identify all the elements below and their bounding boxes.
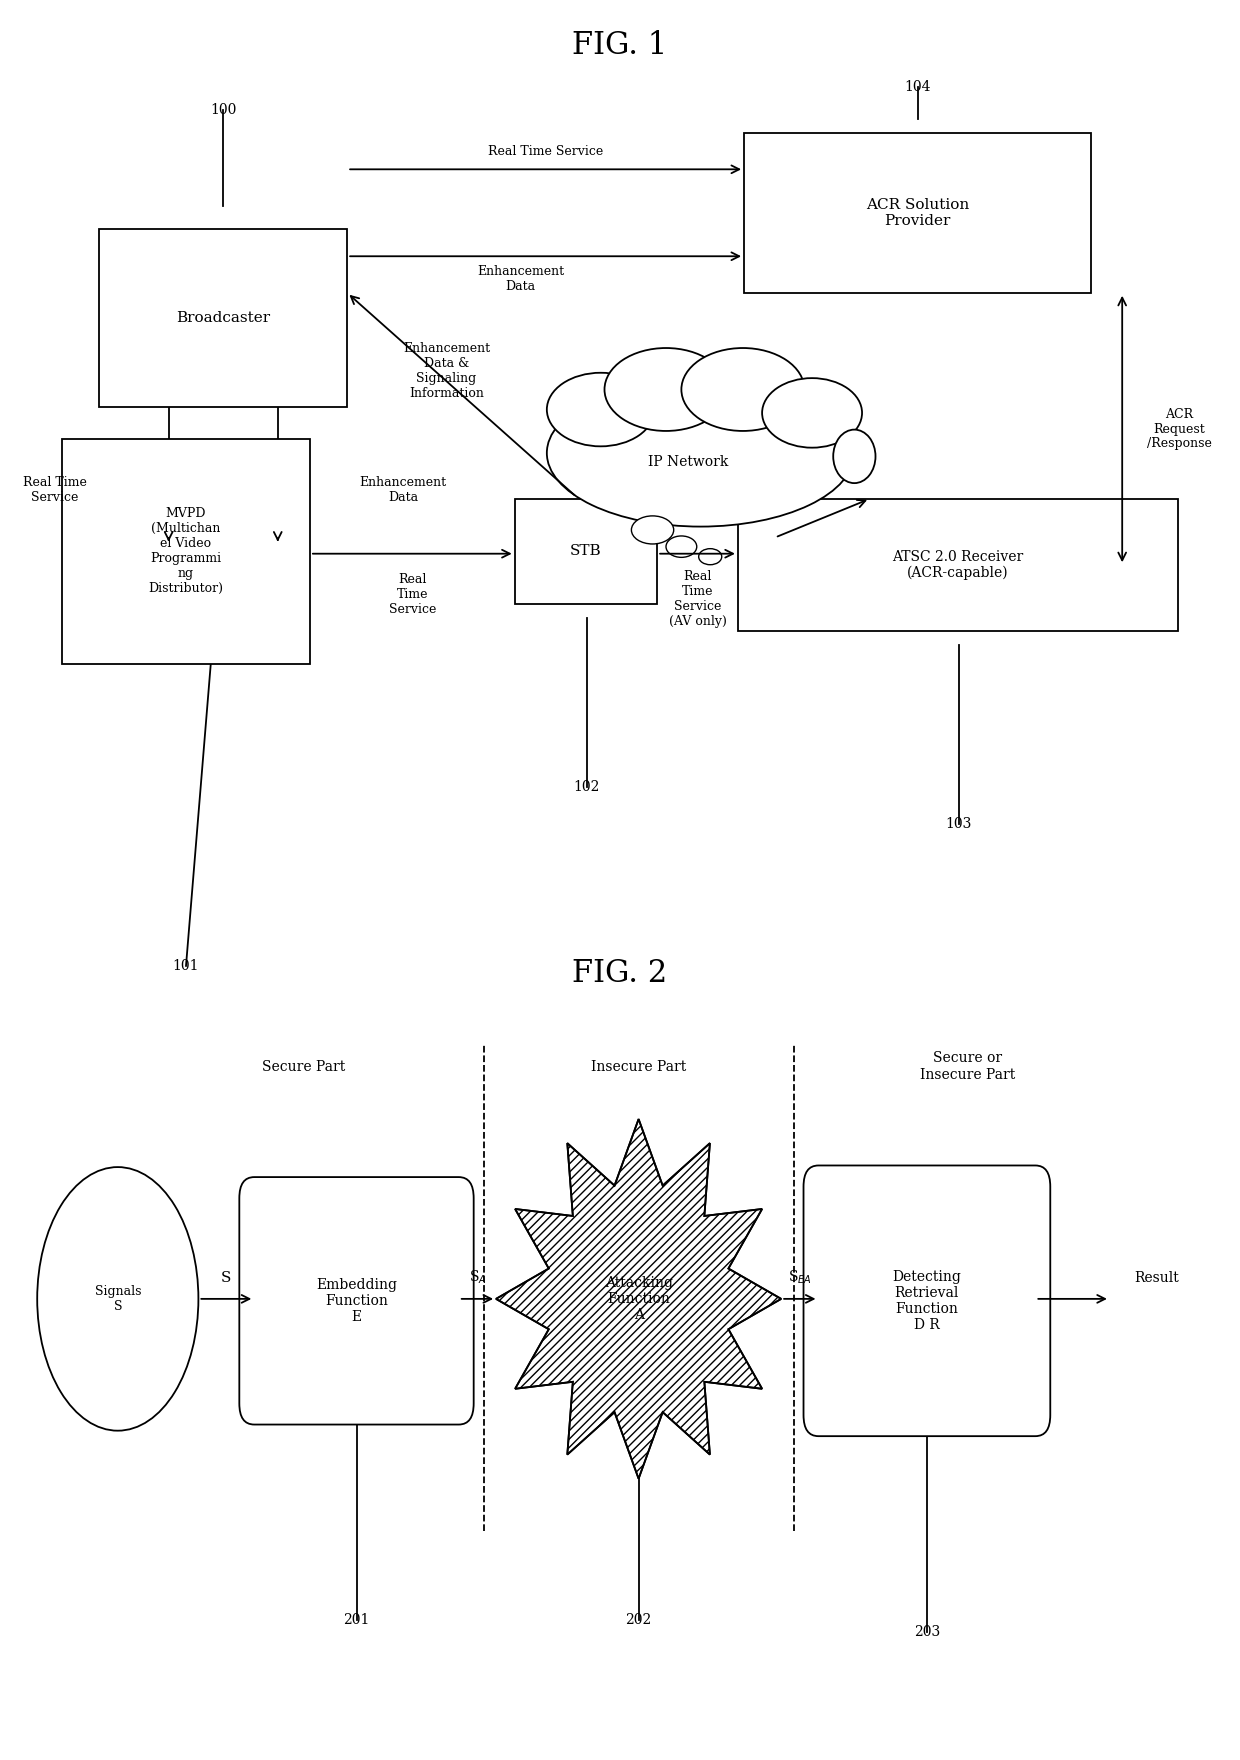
Bar	[62, 440, 310, 664]
Text: 201: 201	[343, 1614, 370, 1628]
Text: FIG. 2: FIG. 2	[573, 957, 667, 989]
Text: Real Time
Service: Real Time Service	[22, 475, 87, 503]
Text: 203: 203	[914, 1624, 940, 1639]
Ellipse shape	[547, 380, 854, 526]
Text: S: S	[221, 1271, 232, 1285]
Text: Enhancement
Data: Enhancement Data	[360, 475, 446, 503]
Bar	[738, 498, 1178, 632]
Ellipse shape	[682, 348, 805, 431]
Text: 102: 102	[573, 780, 600, 794]
FancyBboxPatch shape	[804, 1165, 1050, 1436]
Text: Real Time Service: Real Time Service	[489, 144, 603, 157]
Text: Embedding
Function
E: Embedding Function E	[316, 1278, 397, 1324]
Text: Result: Result	[1135, 1271, 1179, 1285]
Text: S$_A$: S$_A$	[469, 1269, 486, 1287]
Text: ATSC 2.0 Receiver
(ACR-capable): ATSC 2.0 Receiver (ACR-capable)	[893, 549, 1023, 581]
Text: FIG. 1: FIG. 1	[573, 30, 667, 62]
Text: 202: 202	[625, 1614, 652, 1628]
Text: Secure or
Insecure Part: Secure or Insecure Part	[920, 1051, 1014, 1082]
Text: 103: 103	[945, 817, 972, 831]
Bar	[515, 498, 657, 604]
Ellipse shape	[631, 516, 673, 544]
Ellipse shape	[604, 348, 728, 431]
Bar	[99, 229, 347, 407]
Polygon shape	[496, 1119, 781, 1478]
Text: Signals
S: Signals S	[94, 1285, 141, 1313]
Text: IP Network: IP Network	[649, 454, 728, 468]
Text: ACR Solution
Provider: ACR Solution Provider	[866, 197, 970, 227]
Text: Enhancement
Data: Enhancement Data	[477, 266, 564, 294]
Text: 100: 100	[210, 102, 237, 116]
Ellipse shape	[37, 1167, 198, 1431]
Text: Broadcaster: Broadcaster	[176, 312, 270, 326]
Text: Insecure Part: Insecure Part	[591, 1060, 686, 1074]
Text: Attacking
Function
A: Attacking Function A	[605, 1276, 672, 1322]
Text: MVPD
(Multichan
el Video
Programmi
ng
Distributor): MVPD (Multichan el Video Programmi ng Di…	[149, 507, 223, 595]
Ellipse shape	[833, 429, 875, 482]
Text: Real
Time
Service
(AV only): Real Time Service (AV only)	[668, 570, 727, 628]
Text: Real
Time
Service: Real Time Service	[388, 574, 436, 616]
Text: Detecting
Retrieval
Function
D R: Detecting Retrieval Function D R	[893, 1269, 961, 1332]
Ellipse shape	[698, 549, 722, 565]
Text: S$_{EA}$: S$_{EA}$	[787, 1269, 812, 1287]
Text: Enhancement
Data &
Signaling
Information: Enhancement Data & Signaling Information	[403, 341, 490, 400]
Text: ACR
Request
/Response: ACR Request /Response	[1147, 408, 1211, 451]
Bar	[744, 132, 1091, 292]
FancyBboxPatch shape	[239, 1177, 474, 1424]
Text: STB: STB	[570, 544, 601, 558]
Text: Secure Part: Secure Part	[262, 1060, 346, 1074]
Ellipse shape	[763, 378, 862, 447]
Ellipse shape	[666, 537, 697, 558]
Ellipse shape	[547, 373, 655, 447]
Text: 101: 101	[172, 959, 200, 973]
Text: 104: 104	[904, 79, 931, 93]
